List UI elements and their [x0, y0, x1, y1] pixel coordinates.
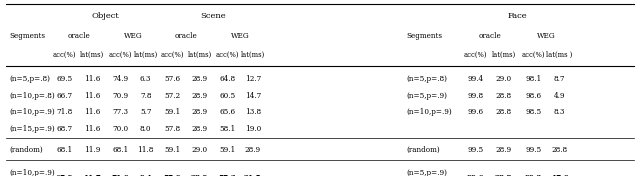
Text: lat(ms): lat(ms) [80, 51, 104, 59]
Text: 98.6: 98.6 [525, 92, 541, 100]
Text: (n=15,p=.9): (n=15,p=.9) [10, 125, 55, 133]
Text: 14.7: 14.7 [244, 92, 261, 100]
Text: (n=10,p=.8): (n=10,p=.8) [10, 92, 55, 100]
Text: 11.6: 11.6 [84, 125, 100, 133]
Text: 28.8: 28.8 [552, 146, 568, 154]
Text: lat(ms): lat(ms) [241, 51, 265, 59]
Text: Segments: Segments [10, 32, 45, 40]
Text: 99.4: 99.4 [467, 75, 484, 83]
Text: 59.1: 59.1 [164, 146, 180, 154]
Text: 21.5: 21.5 [244, 174, 262, 176]
Text: 99.5: 99.5 [525, 146, 541, 154]
Text: 98.1: 98.1 [525, 75, 541, 83]
Text: 59.1: 59.1 [219, 146, 236, 154]
Text: 11.6: 11.6 [84, 75, 100, 83]
Text: 98.5: 98.5 [525, 108, 541, 116]
Text: 5.7: 5.7 [140, 108, 152, 116]
Text: 9.4: 9.4 [140, 174, 152, 176]
Text: 59.1: 59.1 [164, 108, 180, 116]
Text: WEG: WEG [230, 32, 250, 40]
Text: Segments: Segments [406, 32, 442, 40]
Text: acc(%): acc(%) [522, 51, 545, 59]
Text: 6.3: 6.3 [140, 75, 151, 83]
Text: 28.9: 28.9 [191, 108, 207, 116]
Text: 28.9: 28.9 [191, 92, 207, 100]
Text: acc(%): acc(%) [216, 51, 239, 59]
Text: 64.8: 64.8 [219, 75, 236, 83]
Text: Object: Object [92, 12, 119, 20]
Text: 57.2: 57.2 [164, 92, 180, 100]
Text: 28.8: 28.8 [495, 174, 513, 176]
Text: lat(ms): lat(ms) [134, 51, 158, 59]
Text: (random): (random) [406, 146, 440, 154]
Text: (n=5,p=.9)
+(random): (n=5,p=.9) +(random) [406, 169, 447, 176]
Text: acc(%): acc(%) [464, 51, 487, 59]
Text: 68.1: 68.1 [113, 146, 129, 154]
Text: 11.8: 11.8 [138, 146, 154, 154]
Text: 68.7: 68.7 [57, 125, 73, 133]
Text: 74.9: 74.9 [113, 75, 129, 83]
Text: 28.8: 28.8 [496, 92, 512, 100]
Text: 57.0: 57.0 [164, 174, 182, 176]
Text: (n=10,p=.9): (n=10,p=.9) [10, 108, 55, 116]
Text: 58.1: 58.1 [219, 125, 236, 133]
Text: acc(%): acc(%) [161, 51, 184, 59]
Text: 11.9: 11.9 [84, 146, 100, 154]
Text: 4.9: 4.9 [554, 92, 565, 100]
Text: oracle: oracle [175, 32, 198, 40]
Text: 17.0: 17.0 [550, 174, 568, 176]
Text: 70.9: 70.9 [113, 92, 129, 100]
Text: 29.0: 29.0 [191, 146, 207, 154]
Text: (random): (random) [10, 146, 44, 154]
Text: (n=5,p=.9): (n=5,p=.9) [406, 92, 447, 100]
Text: Face: Face [508, 12, 527, 20]
Text: WEG: WEG [537, 32, 556, 40]
Text: lat(ms ): lat(ms ) [547, 51, 573, 59]
Text: 28.9: 28.9 [245, 146, 261, 154]
Text: 11.7: 11.7 [83, 174, 101, 176]
Text: lat(ms): lat(ms) [492, 51, 516, 59]
Text: 28.9: 28.9 [191, 125, 207, 133]
Text: 57.3: 57.3 [218, 174, 236, 176]
Text: (n=5,p=.8): (n=5,p=.8) [10, 75, 51, 83]
Text: 67.9: 67.9 [56, 174, 74, 176]
Text: 11.6: 11.6 [84, 92, 100, 100]
Text: 28.8: 28.8 [496, 108, 512, 116]
Text: 68.1: 68.1 [56, 146, 73, 154]
Text: 99.5: 99.5 [467, 146, 484, 154]
Text: 12.7: 12.7 [244, 75, 261, 83]
Text: 8.7: 8.7 [554, 75, 565, 83]
Text: WEG: WEG [124, 32, 143, 40]
Text: 7.8: 7.8 [140, 92, 152, 100]
Text: 99.2: 99.2 [525, 174, 542, 176]
Text: 65.6: 65.6 [219, 108, 236, 116]
Text: (n=10,p=.9): (n=10,p=.9) [406, 108, 452, 116]
Text: Scene: Scene [200, 12, 225, 20]
Text: 71.0: 71.0 [111, 174, 129, 176]
Text: 99.8: 99.8 [467, 92, 484, 100]
Text: 28.9: 28.9 [191, 75, 207, 83]
Text: 8.0: 8.0 [140, 125, 152, 133]
Text: 11.6: 11.6 [84, 108, 100, 116]
Text: 8.3: 8.3 [554, 108, 565, 116]
Text: 69.5: 69.5 [57, 75, 73, 83]
Text: 29.0: 29.0 [496, 75, 512, 83]
Text: 99.6: 99.6 [467, 174, 484, 176]
Text: 57.8: 57.8 [164, 125, 180, 133]
Text: (n=5,p=.8): (n=5,p=.8) [406, 75, 447, 83]
Text: 57.6: 57.6 [164, 75, 180, 83]
Text: (n=10,p=.9)
+(random): (n=10,p=.9) +(random) [10, 169, 55, 176]
Text: 19.0: 19.0 [244, 125, 261, 133]
Text: 70.0: 70.0 [113, 125, 129, 133]
Text: acc(%): acc(%) [109, 51, 132, 59]
Text: acc(%): acc(%) [53, 51, 76, 59]
Text: oracle: oracle [67, 32, 90, 40]
Text: 28.9: 28.9 [191, 174, 209, 176]
Text: 71.8: 71.8 [56, 108, 73, 116]
Text: 13.8: 13.8 [245, 108, 261, 116]
Text: 66.7: 66.7 [57, 92, 73, 100]
Text: lat(ms): lat(ms) [188, 51, 212, 59]
Text: 99.6: 99.6 [467, 108, 484, 116]
Text: 28.9: 28.9 [496, 146, 512, 154]
Text: oracle: oracle [478, 32, 501, 40]
